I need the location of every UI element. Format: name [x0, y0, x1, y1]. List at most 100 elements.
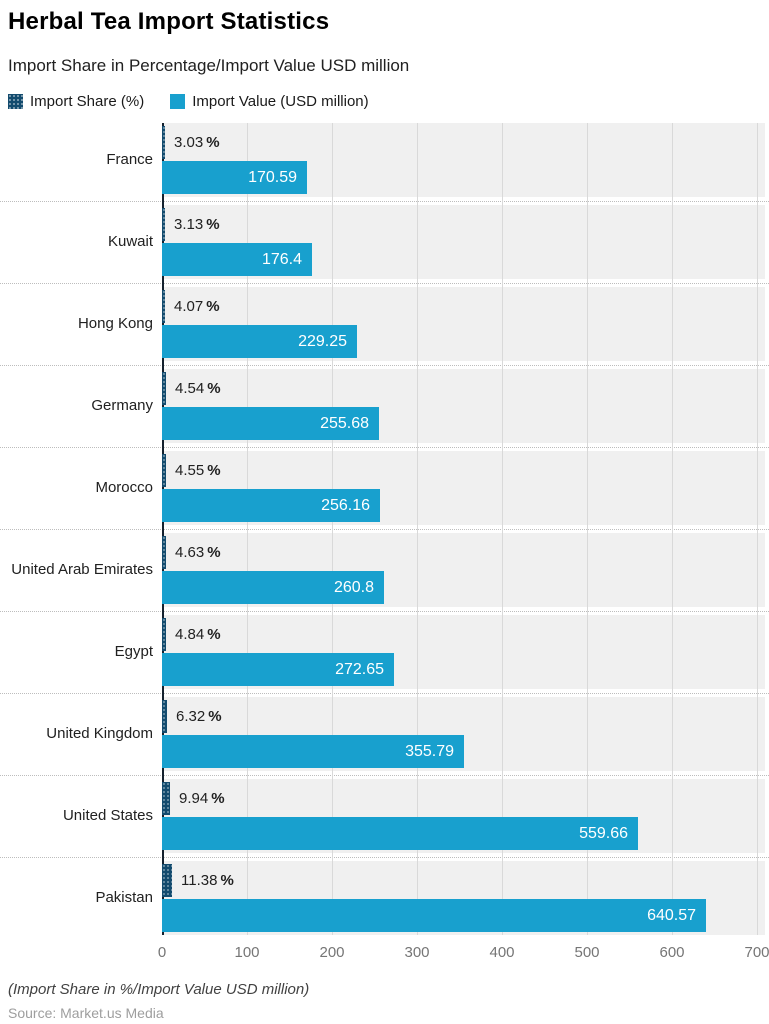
category-label: Pakistan — [95, 888, 153, 906]
category-band: 4.07% 229.25 — [162, 287, 765, 361]
x-axis-tick-label: 200 — [319, 944, 345, 961]
category-band: 3.13% 176.4 — [162, 205, 765, 279]
import-share-label: 3.03% — [174, 134, 220, 151]
import-value-bar: 255.68 — [162, 407, 379, 440]
x-axis-tick-label: 100 — [234, 944, 260, 961]
row-separator — [0, 525, 769, 533]
category-band: 4.55% 256.16 — [162, 451, 765, 525]
import-share-label: 3.13% — [174, 216, 220, 233]
import-share-bar — [162, 372, 166, 405]
footnote: (Import Share in %/Import Value USD mill… — [8, 981, 310, 998]
chart-row: Germany 4.54% 255.68 — [0, 369, 769, 443]
chart-row: Kuwait 3.13% 176.4 — [0, 205, 769, 279]
category-label: United Kingdom — [46, 724, 153, 742]
legend-label-import-value: Import Value (USD million) — [192, 92, 369, 110]
import-value-bar: 559.66 — [162, 817, 638, 850]
chart-row: United States 9.94% 559.66 — [0, 779, 769, 853]
import-value-label: 559.66 — [579, 824, 628, 842]
import-share-bar — [162, 290, 165, 323]
category-label: Egypt — [114, 642, 153, 660]
import-share-bar — [162, 208, 165, 241]
import-share-bar — [162, 700, 167, 733]
import-share-bar — [162, 454, 166, 487]
x-axis-tick-label: 700 — [744, 944, 769, 961]
row-separator — [0, 771, 769, 779]
chart-row: Hong Kong 4.07% 229.25 — [0, 287, 769, 361]
row-separator — [0, 197, 769, 205]
x-axis-tick-label: 400 — [489, 944, 515, 961]
import-value-bar: 260.8 — [162, 571, 384, 604]
import-share-label: 4.84% — [175, 626, 221, 643]
x-axis-tick-label: 600 — [659, 944, 685, 961]
row-separator — [0, 607, 769, 615]
import-share-label: 4.54% — [175, 380, 221, 397]
row-separator — [0, 853, 769, 861]
chart-row: United Arab Emirates 4.63% 260.8 — [0, 533, 769, 607]
x-axis-labels: 0 100 200 300 400 500 600 700 — [0, 935, 769, 965]
import-share-bar — [162, 618, 166, 651]
import-value-label: 176.4 — [261, 250, 302, 268]
row-separator — [0, 443, 769, 451]
category-band: 11.38% 640.57 — [162, 861, 765, 935]
category-band: 3.03% 170.59 — [162, 123, 765, 197]
import-value-label: 255.68 — [320, 414, 369, 432]
import-share-swatch-icon — [8, 93, 23, 109]
import-share-bar — [162, 536, 166, 569]
chart-subtitle: Import Share in Percentage/Import Value … — [8, 56, 410, 75]
legend: Import Share (%) Import Value (USD milli… — [8, 92, 761, 110]
import-share-label: 6.32% — [176, 708, 222, 725]
import-share-bar — [162, 864, 172, 897]
category-band: 4.63% 260.8 — [162, 533, 765, 607]
import-share-label: 9.94% — [179, 790, 225, 807]
category-label: Hong Kong — [77, 314, 153, 332]
import-value-swatch-icon — [170, 93, 186, 109]
import-value-bar: 272.65 — [162, 653, 394, 686]
source-credit: Source: Market.us Media — [8, 1005, 164, 1021]
category-label: United States — [62, 806, 153, 824]
bar-chart: France 3.03% 170.59 Kuwait 3.13% 176.4 Hong Ko… — [0, 123, 769, 965]
import-value-label: 229.25 — [298, 332, 347, 350]
category-label: United Arab Emirates — [11, 560, 153, 578]
chart-row: France 3.03% 170.59 — [0, 123, 769, 197]
import-value-label: 170.59 — [248, 168, 297, 186]
category-label: France — [106, 150, 153, 168]
category-label: Morocco — [95, 478, 153, 496]
x-axis-tick-label: 300 — [404, 944, 430, 961]
category-label: Kuwait — [107, 232, 153, 250]
import-value-bar: 640.57 — [162, 899, 706, 932]
import-value-label: 260.8 — [333, 578, 374, 596]
category-band: 4.84% 272.65 — [162, 615, 765, 689]
row-separator — [0, 279, 769, 287]
category-label: Germany — [91, 396, 153, 414]
category-band: 9.94% 559.66 — [162, 779, 765, 853]
page-title: Herbal Tea Import Statistics — [8, 8, 330, 35]
import-value-label: 256.16 — [321, 496, 370, 514]
legend-label-import-share: Import Share (%) — [30, 92, 145, 110]
x-axis-tick-label: 0 — [157, 944, 167, 961]
legend-item-import-value: Import Value (USD million) — [170, 92, 369, 110]
row-separator — [0, 689, 769, 697]
import-value-bar: 256.16 — [162, 489, 380, 522]
import-share-label: 4.63% — [175, 544, 221, 561]
import-value-label: 355.79 — [405, 742, 454, 760]
chart-rows: France 3.03% 170.59 Kuwait 3.13% 176.4 Hong Ko… — [0, 123, 769, 935]
import-value-label: 640.57 — [647, 906, 696, 924]
import-share-label: 4.55% — [175, 462, 221, 479]
row-separator — [0, 361, 769, 369]
legend-item-import-share: Import Share (%) — [8, 93, 144, 110]
chart-row: Pakistan 11.38% 640.57 — [0, 861, 769, 935]
chart-row: Morocco 4.55% 256.16 — [0, 451, 769, 525]
category-band: 6.32% 355.79 — [162, 697, 765, 771]
chart-row: Egypt 4.84% 272.65 — [0, 615, 769, 689]
import-share-bar — [162, 126, 165, 159]
import-value-bar: 170.59 — [162, 161, 307, 194]
import-share-label: 4.07% — [174, 298, 220, 315]
import-value-bar: 176.4 — [162, 243, 312, 276]
category-band: 4.54% 255.68 — [162, 369, 765, 443]
import-value-label: 272.65 — [335, 660, 384, 678]
import-share-bar — [162, 782, 170, 815]
import-value-bar: 229.25 — [162, 325, 357, 358]
chart-row: United Kingdom 6.32% 355.79 — [0, 697, 769, 771]
import-value-bar: 355.79 — [162, 735, 464, 768]
